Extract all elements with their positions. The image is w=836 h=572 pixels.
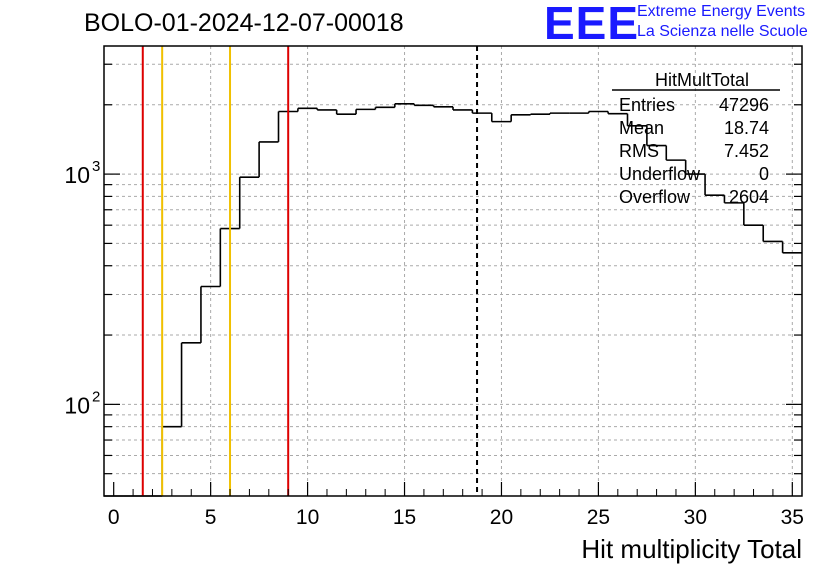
y-tick-exponent: 3 <box>92 158 100 175</box>
y-tick-label: 10 <box>64 162 90 188</box>
stats-label: Entries <box>619 95 675 115</box>
stats-label: Underflow <box>619 164 701 184</box>
stats-label: Overflow <box>619 187 691 207</box>
x-tick-label: 30 <box>684 506 707 529</box>
stats-value: 18.74 <box>724 118 769 138</box>
x-tick-label: 0 <box>108 506 120 529</box>
stats-box-title: HitMultTotal <box>655 70 749 90</box>
x-tick-label: 20 <box>490 506 513 529</box>
logo-subtitle-1: Extreme Energy Events <box>637 3 806 20</box>
grid-lines <box>104 46 802 496</box>
stats-label: RMS <box>619 141 659 161</box>
x-tick-label: 35 <box>781 506 804 529</box>
logo-subtitle-2: La Scienza nelle Scuole <box>637 23 808 40</box>
x-tick-label: 5 <box>205 506 217 529</box>
x-tick-label: 10 <box>296 506 319 529</box>
stats-value: 47296 <box>719 95 769 115</box>
stats-value: 7.452 <box>724 141 769 161</box>
plot-frame <box>103 45 803 497</box>
x-tick-label: 15 <box>393 506 416 529</box>
chart-title: BOLO-01-2024-12-07-00018 <box>84 9 404 37</box>
stats-box: HitMultTotal Entries 47296 Mean 18.74 RMS 7.45… <box>612 70 780 207</box>
stats-value: 2604 <box>729 187 769 207</box>
cut-lines <box>141 46 479 496</box>
eee-logo: EEE <box>544 0 640 49</box>
y-tick-label: 10 <box>64 392 90 418</box>
x-tick-label: 25 <box>587 506 610 529</box>
y-tick-exponent: 2 <box>92 388 100 405</box>
x-axis-label: Hit multiplicity Total <box>581 534 802 564</box>
histogram-bars <box>104 102 802 497</box>
stats-label: Mean <box>619 118 664 138</box>
stats-value: 0 <box>759 164 769 184</box>
